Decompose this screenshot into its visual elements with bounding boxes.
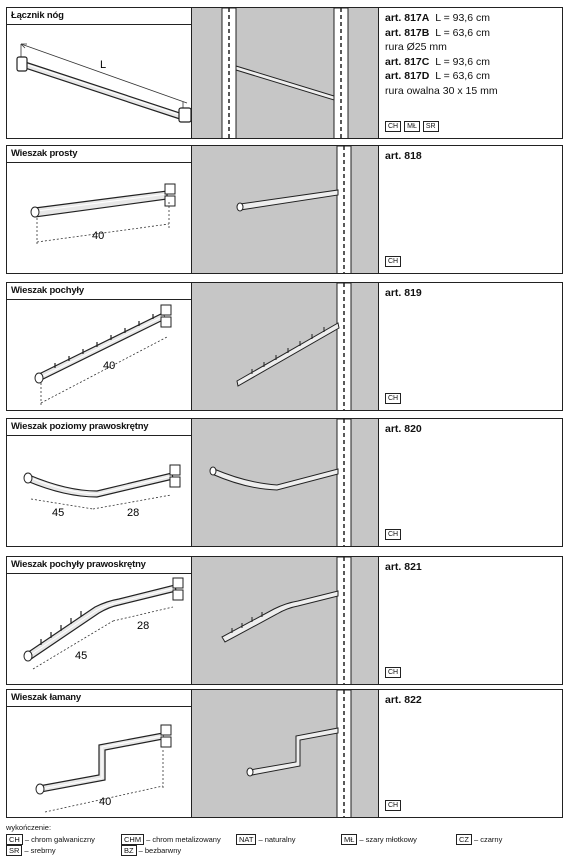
product-spec-cell: art. 818 CH bbox=[379, 146, 562, 273]
finish-badges: CH bbox=[385, 529, 402, 540]
finish-badges: CH bbox=[385, 800, 402, 811]
finish-badge: CH bbox=[385, 121, 402, 132]
dimension-label: 45 bbox=[52, 507, 64, 519]
legend-item: BZ – bezbarwny bbox=[121, 845, 181, 856]
product-drawing-cell: Wieszak pochyły prawoskrętny 28 45 bbox=[7, 557, 192, 684]
product-title: Wieszak pochyły prawoskrętny bbox=[11, 559, 146, 570]
straight-hanger-drawing: 40 bbox=[30, 183, 176, 246]
product-title: Wieszak prosty bbox=[11, 148, 78, 159]
dimension-label: 40 bbox=[99, 796, 111, 808]
dimension-label: 45 bbox=[75, 650, 87, 662]
dimension-label: 28 bbox=[137, 620, 149, 632]
article-code: art. 821 bbox=[385, 561, 422, 573]
product-row-819: Wieszak pochyły 40 bbox=[6, 282, 563, 411]
product-row-817: Łącznik nóg L art. 817A L = 93,6 cm art. bbox=[6, 7, 563, 139]
product-spec-cell: art. 820 CH bbox=[379, 419, 562, 546]
legend-item: CZ – czarny bbox=[456, 834, 502, 845]
horizontal-right-hanger-drawing: 45 28 bbox=[23, 464, 181, 519]
mounted-view-cell bbox=[192, 146, 379, 273]
finish-badge: MŁ bbox=[404, 121, 420, 132]
finish-badges: CH bbox=[385, 256, 402, 267]
sloped-hanger-drawing: 40 bbox=[34, 304, 172, 406]
mounted-view-cell bbox=[192, 8, 379, 138]
product-drawing-cell: Wieszak prosty 40 bbox=[7, 146, 192, 273]
legend-item: CHM – chrom metalizowany bbox=[121, 834, 221, 845]
product-title: Wieszak łamany bbox=[11, 692, 81, 703]
sloped-right-hanger-drawing: 28 45 bbox=[23, 577, 184, 670]
article-code: art. 822 bbox=[385, 694, 422, 706]
product-row-822: Wieszak łamany 40 art. 822 CH bbox=[6, 689, 563, 818]
legend-item: SR – srebrny bbox=[6, 845, 56, 856]
legend-item: MŁ – szary młotkowy bbox=[341, 834, 417, 845]
dimension-label: 28 bbox=[127, 507, 139, 519]
product-spec-cell: art. 817A L = 93,6 cm art. 817B L = 63,6… bbox=[385, 12, 498, 132]
finish-badge: CH bbox=[385, 667, 402, 678]
legend-title: wykończenie: bbox=[6, 823, 52, 832]
product-drawing-cell: Wieszak łamany 40 bbox=[7, 690, 192, 817]
product-spec-cell: art. 821 CH bbox=[379, 557, 562, 684]
finish-badge: CH bbox=[385, 800, 402, 811]
product-title: Wieszak pochyły bbox=[11, 285, 84, 296]
article-code: art. 819 bbox=[385, 287, 422, 299]
leg-connector-drawing: L bbox=[16, 43, 192, 123]
article-code: art. 820 bbox=[385, 423, 422, 435]
mounted-view-cell bbox=[192, 419, 379, 546]
dimension-label: 40 bbox=[103, 360, 115, 372]
product-drawing-cell: Wieszak pochyły 40 bbox=[7, 283, 192, 410]
product-title: Wieszak poziomy prawoskrętny bbox=[11, 421, 149, 432]
dimension-label: L bbox=[100, 59, 106, 71]
finish-badge: CH bbox=[385, 529, 402, 540]
product-title: Łącznik nóg bbox=[11, 10, 64, 21]
product-row-818: Wieszak prosty 40 art. 818 CH bbox=[6, 145, 563, 274]
product-drawing-cell: Łącznik nóg L bbox=[7, 8, 192, 138]
product-drawing-cell: Wieszak poziomy prawoskrętny 45 28 bbox=[7, 419, 192, 546]
article-code: art. 818 bbox=[385, 150, 422, 162]
mounted-view-cell bbox=[192, 690, 379, 817]
product-spec-cell: art. 822 CH bbox=[379, 690, 562, 817]
product-row-820: Wieszak poziomy prawoskrętny 45 28 art. … bbox=[6, 418, 563, 547]
legend-item: NAT – naturalny bbox=[236, 834, 296, 845]
product-row-821: Wieszak pochyły prawoskrętny 28 45 bbox=[6, 556, 563, 685]
bent-hanger-drawing: 40 bbox=[35, 724, 172, 813]
finish-badge: SR bbox=[422, 121, 439, 132]
product-spec-cell: art. 819 CH bbox=[379, 283, 562, 410]
dimension-label: 40 bbox=[92, 230, 104, 242]
mounted-view-cell bbox=[192, 557, 379, 684]
finish-badges: CH MŁ SR bbox=[385, 121, 439, 132]
mounted-view-cell bbox=[192, 283, 379, 410]
finish-badge: CH bbox=[385, 256, 402, 267]
finish-badge: CH bbox=[385, 393, 402, 404]
finish-badges: CH bbox=[385, 667, 402, 678]
legend-item: CH – chrom galwaniczny bbox=[6, 834, 95, 845]
finish-badges: CH bbox=[385, 393, 402, 404]
